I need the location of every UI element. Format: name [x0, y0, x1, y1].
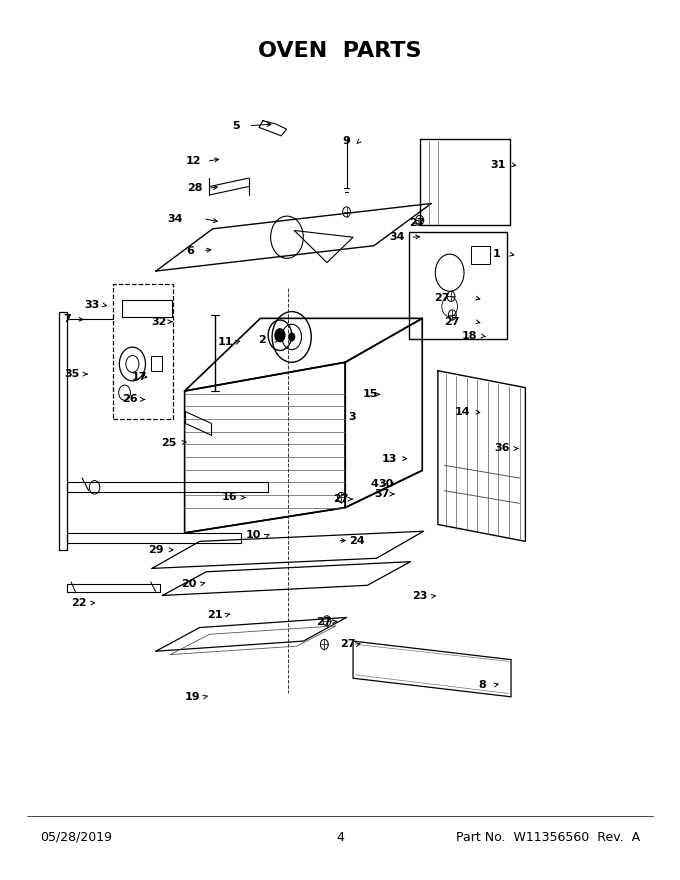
- Text: 32: 32: [151, 317, 166, 326]
- Text: 4: 4: [371, 479, 379, 489]
- Circle shape: [275, 328, 285, 342]
- Text: 31: 31: [490, 159, 506, 170]
- Text: 17: 17: [132, 371, 148, 382]
- Bar: [122, 300, 171, 317]
- Text: 1: 1: [493, 249, 500, 259]
- Bar: [151, 356, 163, 370]
- Text: 12: 12: [186, 157, 201, 166]
- Bar: [471, 246, 490, 264]
- Text: 10: 10: [246, 531, 262, 540]
- Text: 4: 4: [336, 831, 344, 844]
- Text: 6: 6: [186, 246, 194, 256]
- Text: 15: 15: [362, 389, 377, 400]
- Text: 23: 23: [412, 591, 427, 601]
- Text: 34: 34: [168, 214, 183, 224]
- Text: 13: 13: [381, 453, 396, 464]
- Text: 33: 33: [84, 300, 99, 310]
- Text: 28: 28: [187, 183, 203, 194]
- Text: 9: 9: [343, 136, 350, 146]
- Text: 27: 27: [317, 617, 332, 627]
- Text: 34: 34: [390, 232, 405, 242]
- Text: 25: 25: [161, 437, 177, 448]
- Text: 21: 21: [207, 610, 222, 620]
- Text: 3: 3: [348, 412, 356, 422]
- Text: 27: 27: [340, 640, 356, 649]
- Text: 16: 16: [221, 493, 237, 502]
- Text: 26: 26: [122, 394, 137, 405]
- Text: 11: 11: [218, 337, 233, 347]
- Text: 20: 20: [181, 579, 197, 589]
- Text: 36: 36: [494, 444, 509, 453]
- Text: 22: 22: [71, 598, 86, 608]
- Text: 35: 35: [65, 369, 80, 379]
- Text: Part No.  W11356560  Rev.  A: Part No. W11356560 Rev. A: [456, 831, 641, 844]
- Text: 5: 5: [232, 121, 239, 131]
- Text: 27: 27: [434, 293, 449, 303]
- Text: 24: 24: [349, 536, 364, 546]
- Text: 27: 27: [445, 317, 460, 326]
- Circle shape: [288, 333, 295, 341]
- Text: 37: 37: [375, 489, 390, 499]
- Text: 14: 14: [455, 407, 471, 417]
- Text: 18: 18: [462, 331, 477, 341]
- Text: 27: 27: [409, 218, 424, 228]
- Text: 2: 2: [258, 335, 265, 345]
- Text: 19: 19: [185, 692, 201, 702]
- Text: OVEN  PARTS: OVEN PARTS: [258, 41, 422, 62]
- Text: 05/28/2019: 05/28/2019: [39, 831, 112, 844]
- Text: 29: 29: [148, 545, 164, 554]
- Text: 8: 8: [479, 680, 486, 690]
- Bar: [113, 283, 173, 419]
- Text: 7: 7: [63, 314, 71, 324]
- Text: 30: 30: [378, 479, 393, 489]
- Text: 27: 27: [334, 495, 349, 504]
